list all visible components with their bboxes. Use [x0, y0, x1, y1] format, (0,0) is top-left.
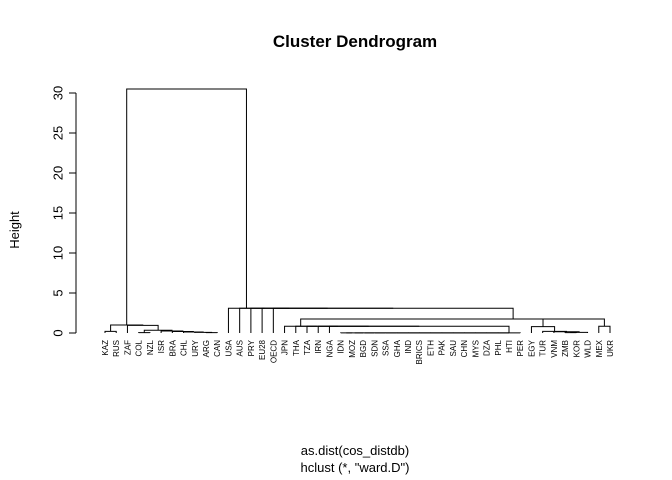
y-axis: 0 5 10 15 20 25 30 — [51, 86, 77, 337]
leaf-label: PHL — [494, 339, 503, 355]
leaf-label: IDN — [337, 340, 346, 354]
y-tick-label: 15 — [51, 206, 66, 220]
leaf-label: BRA — [168, 339, 177, 356]
leaf-label: NGA — [325, 339, 334, 357]
merge-link — [126, 324, 159, 333]
merge-link — [110, 324, 144, 332]
leaf-label: UKR — [606, 340, 615, 357]
leaf-label: KOR — [572, 340, 581, 358]
merge-link — [295, 325, 338, 333]
leaf-label: VNM — [550, 340, 559, 358]
merge-link — [317, 325, 420, 333]
leaf-label: GHA — [393, 339, 402, 357]
merge-link — [284, 325, 317, 333]
leaf-label: EGY — [527, 339, 536, 357]
dendrogram-tree — [104, 88, 611, 334]
leaf-label: USA — [224, 339, 233, 356]
y-tick-label: 10 — [51, 246, 66, 260]
merge-link — [239, 307, 290, 333]
method-sublabel: hclust (*, "ward.D") — [301, 460, 410, 475]
leaf-label: RUS — [112, 340, 121, 357]
merge-link — [104, 330, 117, 333]
leaf-label: BGD — [359, 340, 368, 358]
leaf-label: WLD — [584, 340, 593, 358]
leaf-label: ETH — [426, 340, 435, 356]
y-tick-label: 25 — [51, 126, 66, 140]
y-axis-label: Height — [7, 211, 22, 249]
leaf-label: PAK — [438, 339, 447, 355]
leaf-label: HTI — [505, 340, 514, 353]
leaf-label: EU28 — [258, 339, 267, 360]
y-tick-label: 0 — [51, 329, 66, 336]
leaf-label: ISR — [157, 340, 166, 354]
leaf-label: NZL — [146, 339, 155, 355]
merge-link — [421, 318, 605, 327]
leaf-label: AUS — [236, 340, 245, 356]
merge-link — [126, 88, 247, 325]
leaf-label: SSA — [382, 339, 391, 356]
leaf-label: ZMB — [561, 340, 570, 357]
leaf-label: OECD — [269, 340, 278, 363]
y-tick-label: 5 — [51, 289, 66, 296]
leaf-label: TZA — [303, 339, 312, 355]
leaf-label: SDN — [370, 340, 379, 357]
leaf-label: DZA — [483, 339, 492, 356]
leaf-label: MEX — [595, 339, 604, 357]
leaf-label: SAU — [449, 340, 458, 357]
merge-link — [227, 307, 265, 333]
leaf-label: CHN — [460, 340, 469, 358]
y-tick-label: 20 — [51, 166, 66, 180]
leaf-labels: KAZ RUS ZAF COL NZL ISR BRA CHL URY ARG CAN USA AUS P… — [101, 339, 615, 364]
leaf-label: CAN — [213, 340, 222, 357]
leaf-label: PER — [516, 340, 525, 357]
leaf-label: PRY — [247, 339, 256, 356]
x-axis-label: as.dist(cos_distdb) — [301, 443, 409, 458]
merge-link — [272, 307, 514, 333]
leaf-label: BRICS — [415, 340, 424, 364]
merge-link — [306, 325, 369, 333]
leaf-label: IRN — [314, 340, 323, 354]
y-tick-label: 30 — [51, 86, 66, 100]
leaf-label: JPN — [281, 340, 290, 355]
leaf-label: IND — [404, 340, 413, 354]
leaf-label: MOZ — [348, 340, 357, 358]
leaf-label: MYS — [471, 340, 480, 357]
leaf-label: COL — [135, 339, 144, 356]
leaf-label: KAZ — [101, 340, 110, 356]
merge-link — [328, 325, 510, 333]
merge-link — [261, 307, 394, 333]
leaf-label: URY — [191, 339, 200, 356]
chart-title: Cluster Dendrogram — [273, 32, 437, 51]
leaf-label: ARG — [202, 340, 211, 357]
leaf-label: CHL — [180, 339, 189, 356]
leaf-label: ZAF — [123, 340, 132, 355]
leaf-label: THA — [292, 339, 301, 356]
merge-link — [598, 325, 611, 333]
leaf-label: TUR — [539, 340, 548, 357]
merge-link — [300, 318, 544, 327]
